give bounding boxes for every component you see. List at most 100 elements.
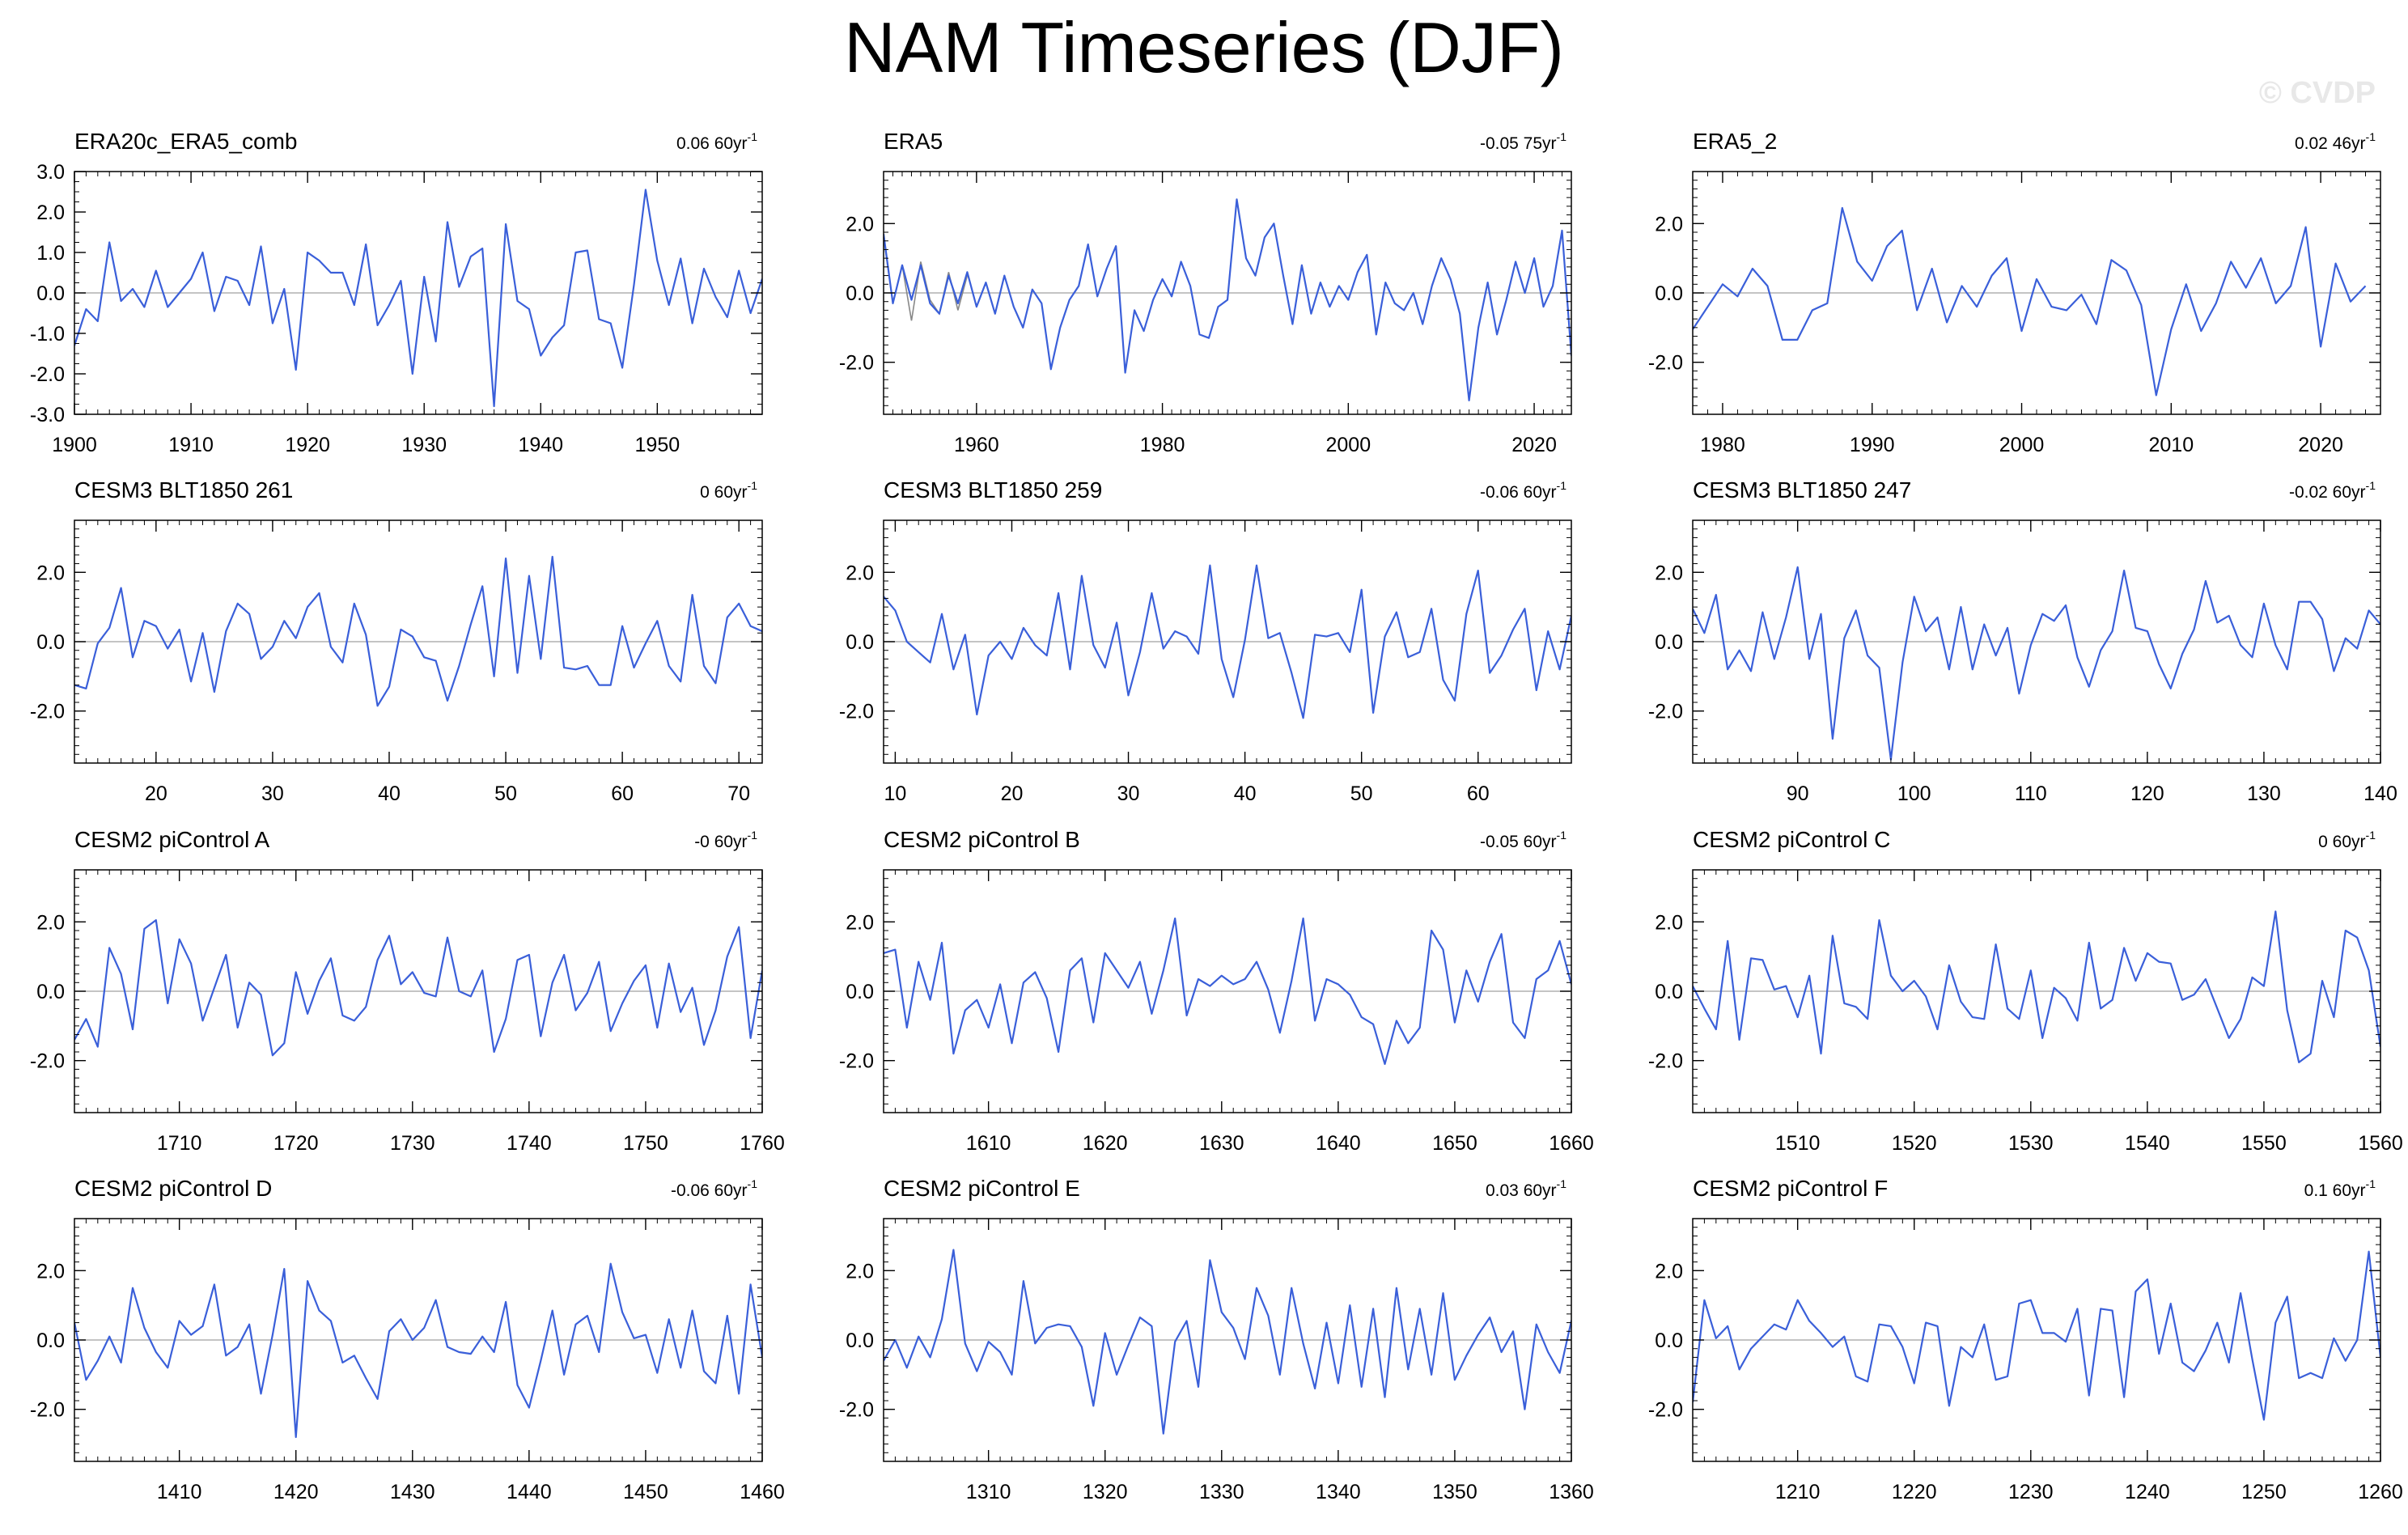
x-tick-label: 1950 bbox=[635, 434, 680, 456]
trend-label: 0.02 46yr-1 bbox=[2295, 130, 2376, 153]
y-tick-label: -2.0 bbox=[1648, 701, 1683, 723]
trend-exponent: -1 bbox=[1557, 130, 1567, 143]
y-tick-label: -2.0 bbox=[839, 1050, 874, 1073]
x-tick-label: 20 bbox=[145, 782, 167, 805]
chart-panel: CESM2 piControl B -0.05 60yr-1 -2.0 0.0 2.0 1… bbox=[839, 827, 1594, 1155]
x-tick-label: 2020 bbox=[2298, 434, 2343, 456]
x-tick-label: 60 bbox=[1467, 782, 1490, 805]
x-tick-label: 1910 bbox=[168, 434, 214, 456]
x-tick-label: 1960 bbox=[954, 434, 999, 456]
trend-value: 0.02 46yr bbox=[2295, 134, 2366, 153]
trend-label: 0 60yr-1 bbox=[2318, 829, 2376, 851]
trend-exponent: -1 bbox=[2366, 1177, 2376, 1190]
panel-title: CESM2 piControl E bbox=[884, 1176, 1080, 1201]
x-tick-label: 2000 bbox=[1326, 434, 1371, 456]
x-tick-label: 1220 bbox=[1892, 1481, 1937, 1503]
panel-title: CESM2 piControl B bbox=[884, 827, 1080, 852]
y-tick-label: 2.0 bbox=[846, 911, 874, 934]
x-tick-label: 1530 bbox=[2008, 1132, 2054, 1155]
x-tick-label: 70 bbox=[727, 782, 750, 805]
y-tick-label: 0.0 bbox=[36, 981, 65, 1003]
y-tick-label: 0.0 bbox=[846, 981, 874, 1003]
y-tick-label: -2.0 bbox=[30, 701, 65, 723]
x-tick-label: 1740 bbox=[507, 1132, 552, 1155]
trend-value: 0 60yr bbox=[700, 483, 747, 502]
y-tick-label: 0.0 bbox=[1655, 981, 1683, 1003]
chart-panel: ERA20c_ERA5_comb 0.06 60yr-1 -3.0 -2.0 -1.0 0… bbox=[30, 129, 763, 456]
series-line bbox=[884, 917, 1571, 1066]
x-tick-label: 1940 bbox=[518, 434, 563, 456]
x-tick-label: 2020 bbox=[1511, 434, 1557, 456]
trend-label: -0.02 60yr-1 bbox=[2289, 479, 2376, 502]
trend-label: 0.03 60yr-1 bbox=[1486, 1177, 1566, 1200]
trend-exponent: -1 bbox=[748, 1177, 758, 1190]
watermark: © CVDP bbox=[2258, 76, 2376, 110]
x-tick-label: 40 bbox=[378, 782, 401, 805]
panel-title: CESM2 piControl D bbox=[74, 1176, 272, 1201]
x-tick-label: 1980 bbox=[1700, 434, 1745, 456]
chart-panel: CESM2 piControl D -0.06 60yr-1 -2.0 0.0 2.0 1… bbox=[30, 1176, 785, 1503]
x-tick-label: 1420 bbox=[273, 1481, 319, 1503]
y-tick-label: 1.0 bbox=[36, 242, 65, 265]
panel-title: ERA5 bbox=[884, 129, 943, 154]
y-tick-label: 0.0 bbox=[846, 631, 874, 654]
x-tick-label: 1320 bbox=[1083, 1481, 1128, 1503]
x-tick-label: 1900 bbox=[52, 434, 97, 456]
x-tick-label: 90 bbox=[1787, 782, 1809, 805]
trend-label: -0.05 75yr-1 bbox=[1480, 130, 1566, 153]
trend-exponent: -1 bbox=[748, 829, 758, 842]
x-tick-label: 1240 bbox=[2125, 1481, 2170, 1503]
x-tick-label: 1710 bbox=[157, 1132, 202, 1155]
panel-title: CESM2 piControl C bbox=[1693, 827, 1890, 852]
y-tick-label: 2.0 bbox=[846, 1260, 874, 1283]
x-tick-label: 1610 bbox=[966, 1132, 1011, 1155]
x-tick-label: 130 bbox=[2247, 782, 2281, 805]
x-tick-label: 1630 bbox=[1199, 1132, 1244, 1155]
x-tick-label: 1340 bbox=[1316, 1481, 1361, 1503]
trend-value: -0.05 75yr bbox=[1480, 134, 1557, 153]
x-tick-label: 1660 bbox=[1549, 1132, 1594, 1155]
trend-label: 0.06 60yr-1 bbox=[676, 130, 757, 153]
x-tick-label: 1460 bbox=[740, 1481, 785, 1503]
x-tick-label: 1930 bbox=[401, 434, 447, 456]
x-tick-label: 1410 bbox=[157, 1481, 202, 1503]
trend-label: -0.06 60yr-1 bbox=[1480, 479, 1566, 502]
x-tick-label: 1650 bbox=[1432, 1132, 1477, 1155]
y-tick-label: -2.0 bbox=[30, 1399, 65, 1422]
y-tick-label: -2.0 bbox=[1648, 1399, 1683, 1422]
x-tick-label: 1990 bbox=[1850, 434, 1895, 456]
x-tick-label: 1230 bbox=[2008, 1481, 2054, 1503]
x-tick-label: 1210 bbox=[1775, 1481, 1821, 1503]
y-tick-label: 0.0 bbox=[36, 631, 65, 654]
series-line bbox=[884, 198, 1571, 401]
trend-label: -0.05 60yr-1 bbox=[1480, 829, 1566, 851]
x-tick-label: 110 bbox=[2015, 782, 2047, 805]
y-tick-label: -3.0 bbox=[30, 404, 65, 426]
y-tick-label: 0.0 bbox=[36, 282, 65, 305]
trend-label: -0 60yr-1 bbox=[694, 829, 757, 851]
x-tick-label: 100 bbox=[1897, 782, 1931, 805]
series-line bbox=[1693, 566, 2380, 761]
x-tick-label: 40 bbox=[1234, 782, 1257, 805]
series-line bbox=[1693, 206, 2367, 396]
panel-title: ERA20c_ERA5_comb bbox=[74, 129, 297, 154]
x-tick-label: 2010 bbox=[2148, 434, 2194, 456]
x-tick-label: 1450 bbox=[623, 1481, 668, 1503]
series-line bbox=[1693, 1250, 2380, 1421]
x-tick-label: 1350 bbox=[1432, 1481, 1477, 1503]
y-tick-label: -2.0 bbox=[1648, 352, 1683, 375]
x-tick-label: 1640 bbox=[1316, 1132, 1361, 1155]
x-tick-label: 1620 bbox=[1083, 1132, 1128, 1155]
trend-value: -0.06 60yr bbox=[1480, 483, 1557, 502]
trend-exponent: -1 bbox=[2366, 829, 2376, 842]
series-line bbox=[74, 189, 762, 408]
y-tick-label: -1.0 bbox=[30, 323, 65, 346]
panel-title: CESM3 BLT1850 261 bbox=[74, 477, 293, 502]
x-tick-label: 1980 bbox=[1140, 434, 1185, 456]
y-tick-label: 2.0 bbox=[846, 213, 874, 235]
chart-panel: CESM2 piControl A -0 60yr-1 -2.0 0.0 2.0 1710… bbox=[30, 827, 785, 1155]
y-tick-label: -2.0 bbox=[839, 1399, 874, 1422]
y-tick-label: 0.0 bbox=[846, 1329, 874, 1352]
x-tick-label: 1310 bbox=[966, 1481, 1011, 1503]
y-tick-label: 0.0 bbox=[1655, 282, 1683, 305]
